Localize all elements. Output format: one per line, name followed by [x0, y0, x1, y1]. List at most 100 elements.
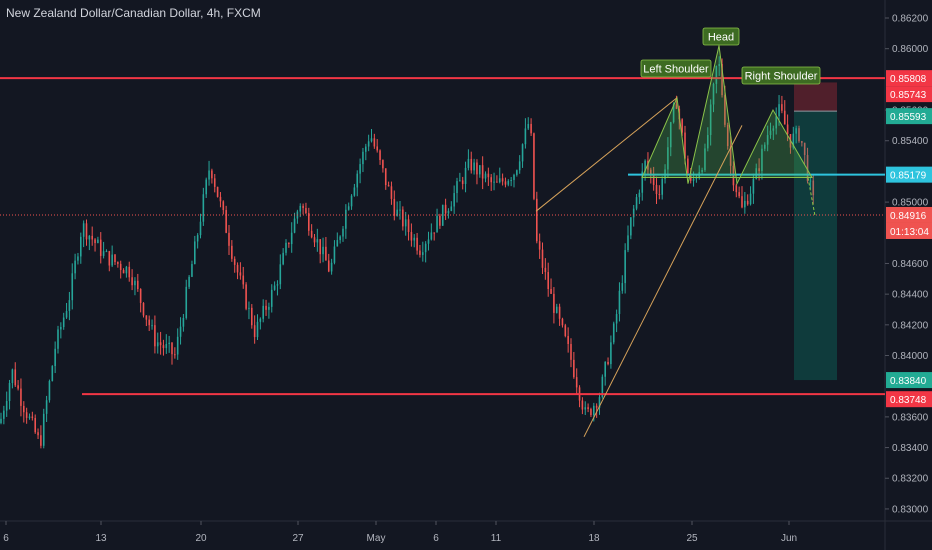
candle-body	[111, 254, 113, 266]
candle-body	[222, 201, 225, 211]
candle-body	[54, 348, 56, 367]
candle-body	[479, 165, 481, 175]
candle-body	[168, 342, 170, 344]
candle-body	[792, 133, 795, 148]
candle-body	[108, 251, 111, 266]
candle-body	[655, 184, 658, 195]
candle-body	[131, 277, 133, 286]
candle-body	[382, 160, 384, 169]
candle-body	[615, 314, 618, 324]
candle-body	[191, 264, 193, 277]
candle-body	[413, 237, 416, 241]
candle-body	[738, 192, 740, 197]
price-tag-target	[886, 372, 932, 389]
candle-body	[313, 237, 316, 243]
candle-body	[174, 354, 176, 356]
candle-body	[524, 128, 527, 145]
candle-body	[427, 239, 430, 244]
candle-body	[316, 239, 319, 243]
candle-body	[667, 147, 669, 170]
candle-body	[205, 179, 207, 195]
candle-body	[213, 178, 216, 187]
candle-body	[3, 410, 5, 419]
candle-body	[208, 170, 210, 180]
candle-body	[105, 251, 108, 253]
candle-body	[196, 235, 199, 242]
candle-body	[350, 195, 353, 207]
candle-body	[744, 200, 746, 208]
candle-body	[635, 197, 638, 209]
stop-loss-zone	[794, 82, 837, 112]
candle-body	[795, 128, 797, 134]
candle-body	[661, 179, 663, 195]
candle-body	[470, 158, 473, 171]
candle-body	[188, 276, 190, 287]
candle-body	[45, 400, 48, 414]
candle-body	[325, 246, 327, 261]
projection-line	[807, 177, 816, 216]
candle-body	[464, 167, 467, 184]
candle-body	[290, 232, 293, 245]
candle-body	[650, 169, 652, 175]
candle-body	[752, 178, 755, 194]
candle-body	[94, 239, 96, 244]
x-tick-label: 27	[292, 533, 304, 544]
candle-body	[450, 206, 453, 211]
candle-body	[641, 171, 644, 193]
candle-body	[493, 181, 495, 183]
candle-body	[553, 293, 555, 313]
price-tag-entry	[886, 108, 932, 125]
candle-body	[248, 307, 250, 309]
candle-body	[117, 262, 119, 264]
candle-body	[279, 264, 282, 285]
y-tick-label: 0.85400	[892, 136, 929, 147]
candle-body	[558, 306, 561, 319]
candle-body	[504, 181, 507, 185]
price-tag-label: 0.85743	[890, 90, 927, 101]
candle-body	[601, 376, 604, 398]
candle-body	[245, 284, 247, 309]
candle-body	[587, 407, 589, 409]
candle-body	[285, 242, 287, 253]
candle-body	[484, 173, 487, 179]
candle-body	[684, 132, 686, 159]
x-tick-label: 11	[491, 533, 502, 544]
candle-body	[407, 219, 410, 233]
candle-body	[387, 185, 390, 187]
candle-body	[444, 204, 447, 214]
candle-body	[570, 344, 572, 360]
candle-body	[652, 174, 655, 185]
candle-body	[612, 323, 615, 343]
y-tick-label: 0.84000	[892, 351, 929, 362]
price-tag-label: 0.83748	[890, 395, 927, 406]
candle-body	[783, 110, 786, 125]
candle-body	[119, 263, 122, 270]
candle-body	[638, 192, 641, 198]
candle-body	[370, 138, 373, 142]
head-shoulders-pattern	[641, 45, 813, 186]
candle-body	[139, 289, 142, 303]
candle-body	[20, 388, 22, 406]
countdown-tag	[886, 222, 932, 239]
candle-body	[82, 223, 85, 237]
candle-body	[624, 250, 626, 284]
x-tick-label: 25	[686, 533, 698, 544]
candle-body	[40, 435, 42, 446]
candle-body	[430, 232, 433, 240]
candle-body	[439, 215, 441, 226]
candle-body	[610, 342, 612, 365]
candle-body	[171, 342, 173, 355]
candle-body	[564, 325, 567, 337]
candle-body	[11, 369, 14, 384]
candle-body	[755, 168, 758, 179]
candle-body	[253, 325, 256, 338]
candle-body	[555, 306, 558, 313]
candle-body	[185, 286, 188, 318]
candle-body	[23, 405, 25, 413]
candle-body	[322, 246, 324, 255]
x-tick-label: 6	[433, 533, 439, 544]
candle-body	[145, 315, 148, 320]
candle-body	[236, 264, 239, 273]
candle-body	[404, 219, 407, 227]
